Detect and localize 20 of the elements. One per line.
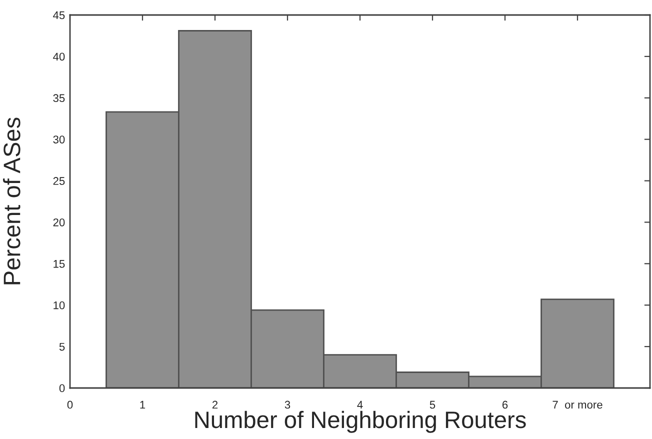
x-axis-title: Number of Neighboring Routers xyxy=(195,410,526,433)
y-tick-label: 40 xyxy=(53,52,65,61)
y-tick-label: 25 xyxy=(53,177,65,185)
y-axis-title: Percent of ASes xyxy=(3,118,20,284)
x-tick-label: 0 xyxy=(67,400,73,409)
y-tick-label: 15 xyxy=(54,260,65,268)
y-tick-label: 30 xyxy=(53,136,65,144)
x-tick-label: 4 xyxy=(357,400,363,409)
x-tick-label: 1 xyxy=(140,400,146,409)
x-tick-label: 7 or more xyxy=(552,400,602,409)
y-tick-label: 0 xyxy=(59,384,65,392)
y-tick-label: 35 xyxy=(53,94,65,102)
x-tick-label: 2 xyxy=(212,400,218,409)
x-tick-label: 6 xyxy=(502,400,508,409)
x-tick-label: 5 xyxy=(430,400,436,409)
y-tick-label: 5 xyxy=(59,342,65,351)
y-tick-label: 20 xyxy=(53,218,65,226)
x-tick-label: 3 xyxy=(284,400,290,409)
y-tick-label: 45 xyxy=(53,11,65,20)
y-tick-label: 10 xyxy=(54,301,65,310)
